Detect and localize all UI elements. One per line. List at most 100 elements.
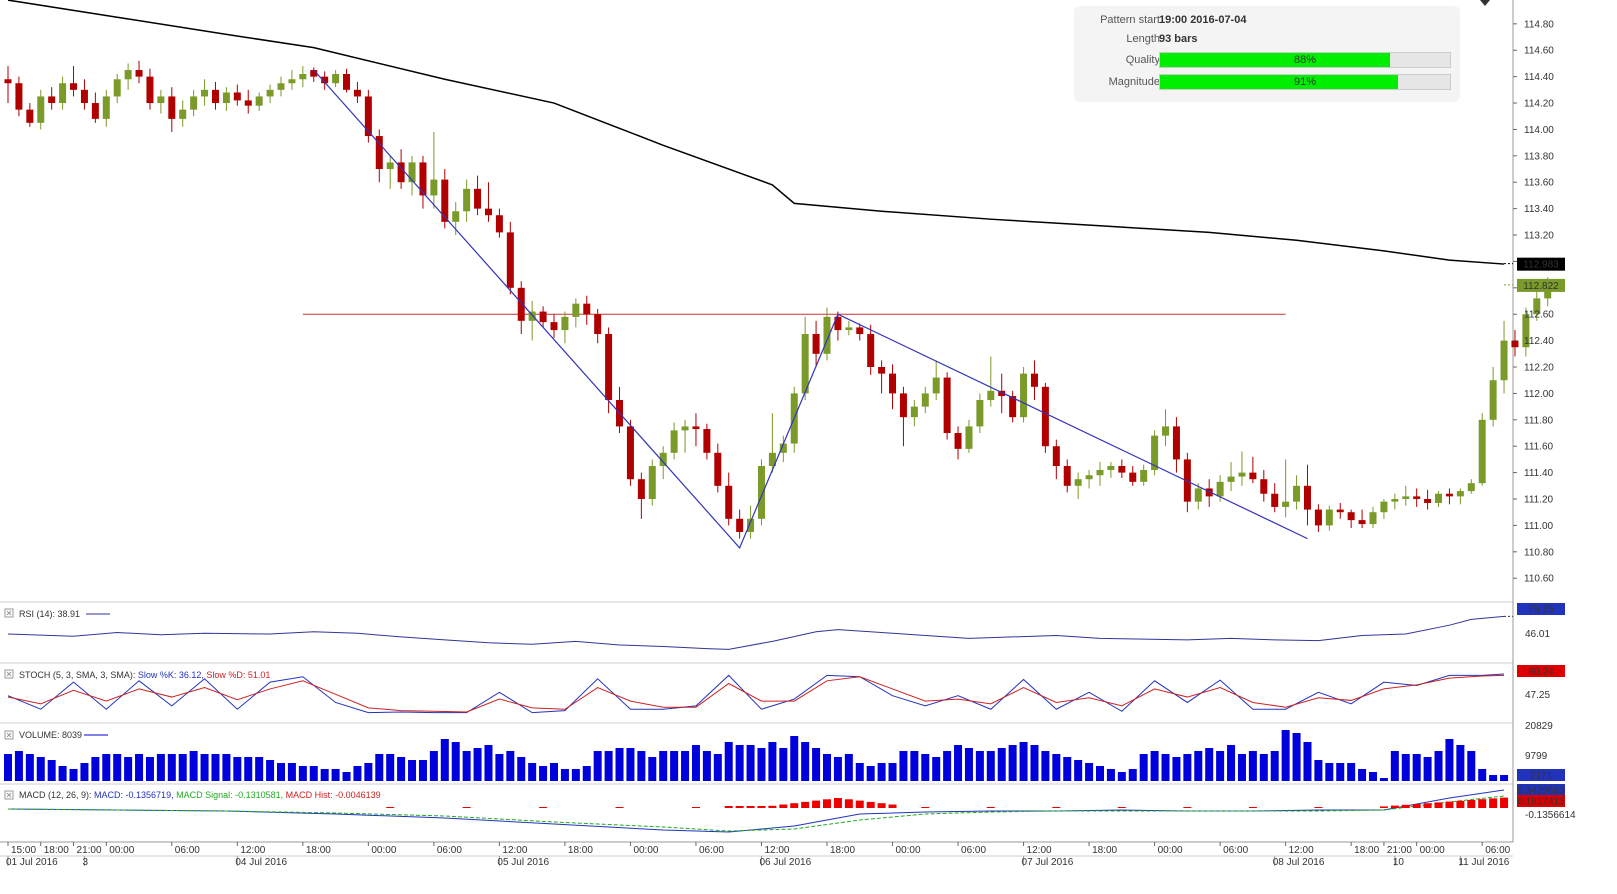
- price-tick-label: 114.20: [1524, 99, 1554, 110]
- candle-body: [594, 314, 602, 335]
- volume-bar: [1281, 730, 1290, 781]
- candle: [921, 386, 929, 414]
- pattern-start-row: Pattern start 19:00 2016-07-04: [1074, 11, 1460, 31]
- candle: [790, 386, 798, 453]
- candle: [1151, 430, 1159, 476]
- candle: [135, 60, 143, 84]
- candle: [1052, 439, 1060, 480]
- volume-bar: [823, 754, 831, 781]
- volume-bar: [342, 772, 351, 781]
- candle-body: [626, 426, 634, 480]
- macd-label-part: MACD Hist: -0.0046139: [286, 790, 381, 800]
- time-tick-label: 21:00: [1387, 845, 1412, 856]
- candle-body: [637, 479, 645, 500]
- candle-body: [332, 73, 340, 84]
- volume-bar: [451, 742, 460, 781]
- volume-bar: [353, 766, 362, 781]
- volume-bar: [1052, 754, 1061, 781]
- macd-hist-bar: [921, 807, 930, 808]
- pattern-start-label: Pattern start: [1100, 14, 1160, 26]
- price-axis[interactable]: 114.80 114.60 114.40 114.20 114.00 113.80 113.…: [1513, 19, 1565, 585]
- candle-body: [1118, 466, 1126, 473]
- macd-hist-bar: [1423, 803, 1432, 808]
- volume-bar: [746, 745, 755, 781]
- quality-value: 88%: [1293, 54, 1317, 66]
- candle: [146, 68, 154, 110]
- candle: [124, 63, 132, 90]
- candle-body: [1238, 472, 1246, 477]
- volume-bar: [1227, 745, 1236, 781]
- volume-bar: [233, 757, 242, 781]
- volume-bar: [517, 757, 526, 781]
- candle-body: [146, 76, 154, 104]
- time-axis[interactable]: 15:00 18:00 21:00 00:00 06:00 12:00 18:00 00:00…: [6, 842, 1511, 868]
- volume-bar: [615, 748, 624, 781]
- candle: [703, 423, 711, 460]
- candle-body: [91, 103, 99, 119]
- candle: [386, 155, 394, 189]
- candle-body: [692, 426, 700, 430]
- candle: [736, 509, 744, 539]
- candle-body: [757, 466, 765, 519]
- candle: [48, 87, 56, 110]
- chevron-down-icon[interactable]: [1480, 0, 1490, 6]
- macd-hist-bar: [779, 804, 788, 808]
- magnitude-bar: 91%: [1159, 74, 1451, 90]
- volume-bar: [397, 757, 406, 781]
- magnitude-row: Magnitude 91%: [1074, 73, 1460, 93]
- candle-body: [1467, 483, 1475, 492]
- volume-bar: [178, 754, 187, 781]
- rsi-close-button[interactable]: [4, 608, 14, 618]
- price-tick-label: 112.40: [1524, 336, 1554, 347]
- volume-bar: [408, 760, 417, 781]
- volume-bar: [1423, 757, 1432, 781]
- candle: [397, 149, 405, 189]
- volume-close-button[interactable]: [4, 730, 14, 740]
- candle: [1063, 459, 1071, 493]
- candle-body: [310, 70, 318, 77]
- volume-bar: [364, 763, 373, 781]
- stoch-close-button[interactable]: [4, 669, 14, 679]
- candle-body: [1085, 475, 1093, 480]
- volume-bar: [244, 757, 253, 781]
- candle: [113, 73, 121, 104]
- volume-bar: [713, 754, 722, 781]
- candle-body: [1424, 499, 1432, 503]
- candle-body: [539, 311, 547, 323]
- time-tick-label: 12:00: [240, 845, 265, 856]
- volume-bar: [222, 754, 231, 781]
- candle-body: [681, 426, 689, 431]
- volume-bar: [1237, 754, 1246, 781]
- macd-hist-bar: [888, 804, 897, 808]
- macd-hist-bar: [833, 798, 842, 808]
- volume-bar: [1085, 763, 1094, 781]
- ma-price-badge-text: 112.983: [1523, 260, 1559, 271]
- candle-body: [4, 79, 12, 84]
- rsi-tick-label: 46.01: [1525, 629, 1550, 640]
- candle-body: [506, 232, 514, 288]
- candle: [648, 459, 656, 506]
- candle-body: [37, 96, 45, 123]
- volume-bar: [47, 760, 56, 781]
- candle: [1205, 479, 1213, 507]
- volume-bar: [768, 742, 777, 781]
- candle-body: [768, 452, 776, 467]
- macd-hist-bar: [1248, 807, 1257, 808]
- candle: [1369, 506, 1377, 529]
- volume-bar: [790, 736, 799, 781]
- chart-frame: [0, 0, 1514, 857]
- candle-body: [550, 322, 558, 331]
- candle-body: [157, 96, 165, 104]
- volume-bar: [14, 751, 23, 781]
- candle-body: [703, 429, 711, 453]
- volume-bar: [691, 745, 700, 781]
- candle-body: [1380, 501, 1388, 513]
- volume-bar: [495, 754, 504, 781]
- candle-body: [747, 518, 755, 533]
- candle: [1249, 456, 1257, 484]
- macd-hist-badge-text: 0.1817413: [1517, 797, 1565, 808]
- macd-hist-bar: [1445, 801, 1454, 808]
- candle: [277, 76, 285, 97]
- macd-close-button[interactable]: [4, 790, 14, 800]
- volume-bar: [801, 742, 810, 781]
